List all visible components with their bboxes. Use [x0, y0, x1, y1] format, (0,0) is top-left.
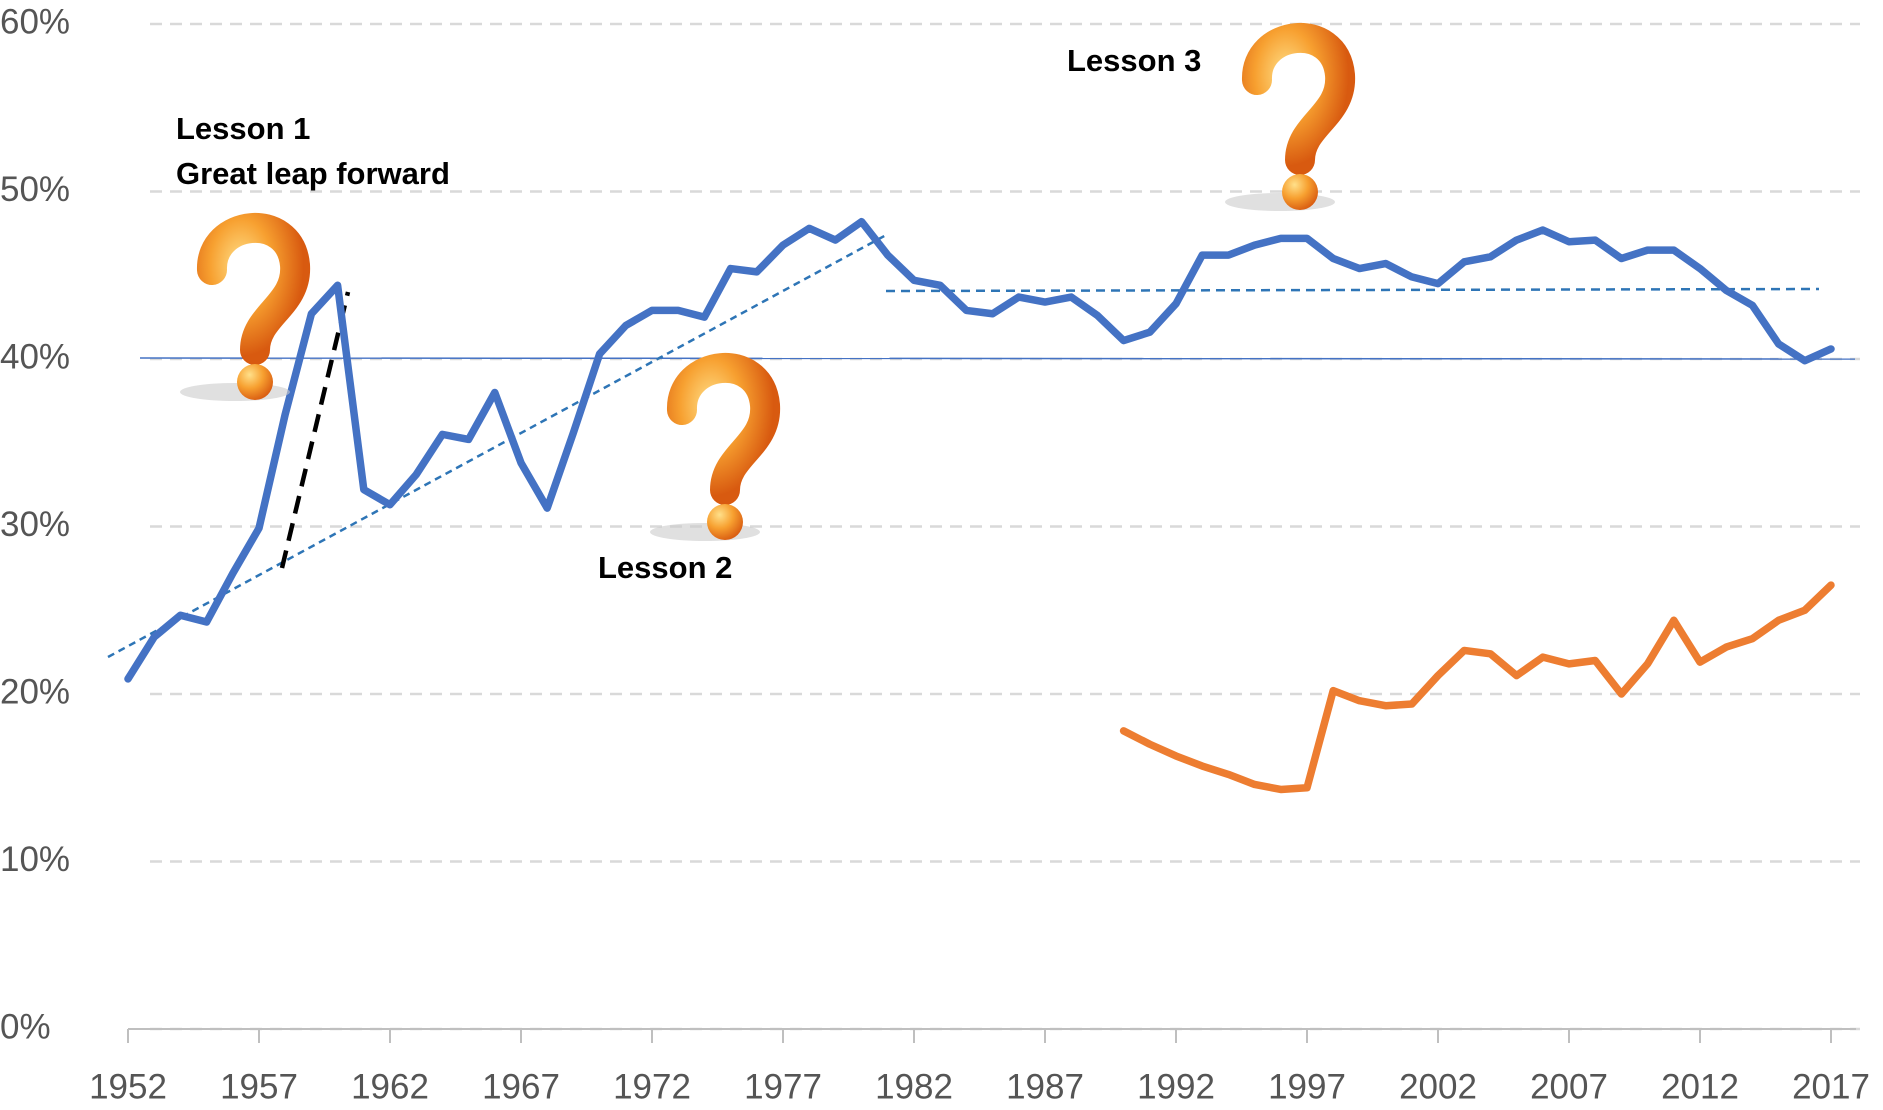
plot-area	[124, 217, 1835, 794]
y-tick-label: 60%	[0, 2, 70, 41]
y-tick-label: 30%	[0, 505, 70, 544]
annotation: Lesson 2	[598, 550, 732, 585]
annotation: Lesson 1	[176, 111, 310, 146]
reference-line	[139, 357, 1856, 360]
trend-line	[279, 291, 351, 569]
x-tick-label: 1972	[613, 1067, 691, 1106]
x-tick-label: 2012	[1661, 1067, 1739, 1106]
x-tick-label: 1962	[351, 1067, 429, 1106]
y-tick-label: 40%	[0, 337, 70, 376]
trend-line	[885, 287, 1820, 293]
x-tick-label: 1982	[875, 1067, 953, 1106]
y-tick-label: 50%	[0, 170, 70, 209]
x-tick-label: 1997	[1268, 1067, 1346, 1106]
trend-line	[107, 232, 889, 659]
x-tick-label: 1967	[482, 1067, 560, 1106]
x-tick-label: 2002	[1399, 1067, 1477, 1106]
y-tick-label: 20%	[0, 672, 70, 711]
x-tick-label: 1992	[1137, 1067, 1215, 1106]
x-tick-label: 2007	[1530, 1067, 1608, 1106]
annotation: Lesson 3	[1067, 43, 1201, 78]
line-series	[124, 217, 1835, 683]
x-tick-label: 1977	[744, 1067, 822, 1106]
y-tick-label: 0%	[0, 1007, 51, 1046]
x-tick-label: 2017	[1792, 1067, 1870, 1106]
question-icon	[650, 368, 765, 541]
line-series	[1119, 581, 1835, 794]
question-icon	[1225, 38, 1340, 211]
x-tick-label: 1952	[89, 1067, 167, 1106]
x-tick-label: 1987	[1006, 1067, 1084, 1106]
x-tick-label: 1957	[220, 1067, 298, 1106]
question-icon	[180, 228, 295, 401]
annotation: Great leap forward	[176, 156, 450, 191]
y-tick-label: 10%	[0, 840, 70, 879]
